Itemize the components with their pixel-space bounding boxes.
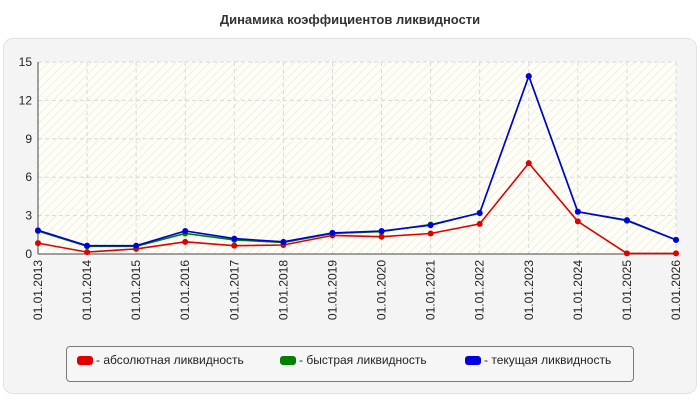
data-point — [84, 242, 91, 249]
x-tick-label: 01.01.2020 — [375, 260, 389, 320]
x-tick-label: 01.01.2014 — [80, 260, 94, 320]
series-lines — [37, 73, 677, 255]
data-point — [427, 230, 434, 237]
plot-area — [38, 62, 676, 254]
data-point — [623, 250, 630, 257]
data-point — [476, 210, 483, 217]
data-point — [280, 238, 287, 245]
data-point — [574, 218, 581, 225]
data-point — [427, 222, 434, 229]
series-points — [35, 73, 679, 257]
x-tick-label: 01.01.2013 — [31, 260, 45, 320]
data-point — [231, 242, 238, 249]
y-tick-label: 0 — [25, 247, 32, 261]
axes — [37, 62, 676, 255]
data-point — [378, 227, 385, 234]
x-tick-label: 01.01.2018 — [276, 260, 290, 320]
x-tick-label: 01.01.2016 — [178, 260, 192, 320]
y-tick-label: 9 — [25, 132, 32, 146]
x-tick-label: 01.01.2017 — [227, 260, 241, 320]
data-point — [525, 160, 532, 167]
legend: - абсолютная ликвидность - быстрая ликви… — [66, 346, 634, 382]
data-point — [182, 238, 189, 245]
data-point — [673, 236, 679, 243]
legend-item-absolute: - абсолютная ликвидность — [77, 353, 244, 367]
data-point — [623, 217, 630, 224]
legend-swatch-quick — [280, 355, 296, 365]
legend-item-current: - текущая ликвидность — [465, 353, 611, 367]
x-tick-labels: 01.01.2013 01.01.2014 01.01.2015 01.01.2016… — [31, 260, 683, 320]
data-point — [133, 242, 140, 249]
y-tick-labels: 0 3 6 9 12 15 — [19, 55, 33, 261]
data-point — [378, 233, 385, 240]
x-tick-label: 01.01.2022 — [473, 260, 487, 320]
x-tick-label: 01.01.2019 — [325, 260, 339, 320]
legend-swatch-absolute — [77, 355, 93, 365]
legend-label-quick: - быстрая ликвидность — [299, 353, 427, 367]
y-tick-label: 6 — [25, 170, 32, 184]
legend-swatch-current — [465, 355, 481, 365]
x-tick-label: 01.01.2021 — [424, 260, 438, 320]
series-line-2 — [37, 73, 677, 247]
x-tick-label: 01.01.2015 — [129, 260, 143, 320]
x-tick-label: 01.01.2026 — [669, 260, 683, 320]
y-tick-label: 15 — [19, 55, 33, 69]
x-tick-label: 01.01.2024 — [571, 260, 585, 320]
data-point — [84, 249, 91, 256]
data-point — [35, 227, 41, 234]
x-tick-label: 01.01.2023 — [522, 260, 536, 320]
series-line-0 — [37, 161, 676, 255]
y-tick-label: 3 — [25, 209, 32, 223]
x-tick-label: 01.01.2025 — [620, 260, 634, 320]
data-point — [525, 73, 532, 80]
data-point — [182, 227, 189, 234]
legend-label-absolute: - абсолютная ликвидность — [96, 353, 244, 367]
grid-lines — [38, 61, 677, 254]
y-tick-label: 12 — [19, 93, 33, 107]
data-point — [329, 229, 336, 236]
legend-item-quick: - быстрая ликвидность — [280, 353, 427, 367]
data-point — [35, 240, 41, 247]
data-point — [574, 208, 581, 215]
data-point — [231, 235, 238, 242]
legend-label-current: - текущая ликвидность — [484, 353, 612, 367]
data-point — [673, 250, 679, 257]
data-point — [476, 220, 483, 227]
chart-title: Динамика коэффициентов ликвидности — [219, 12, 481, 27]
